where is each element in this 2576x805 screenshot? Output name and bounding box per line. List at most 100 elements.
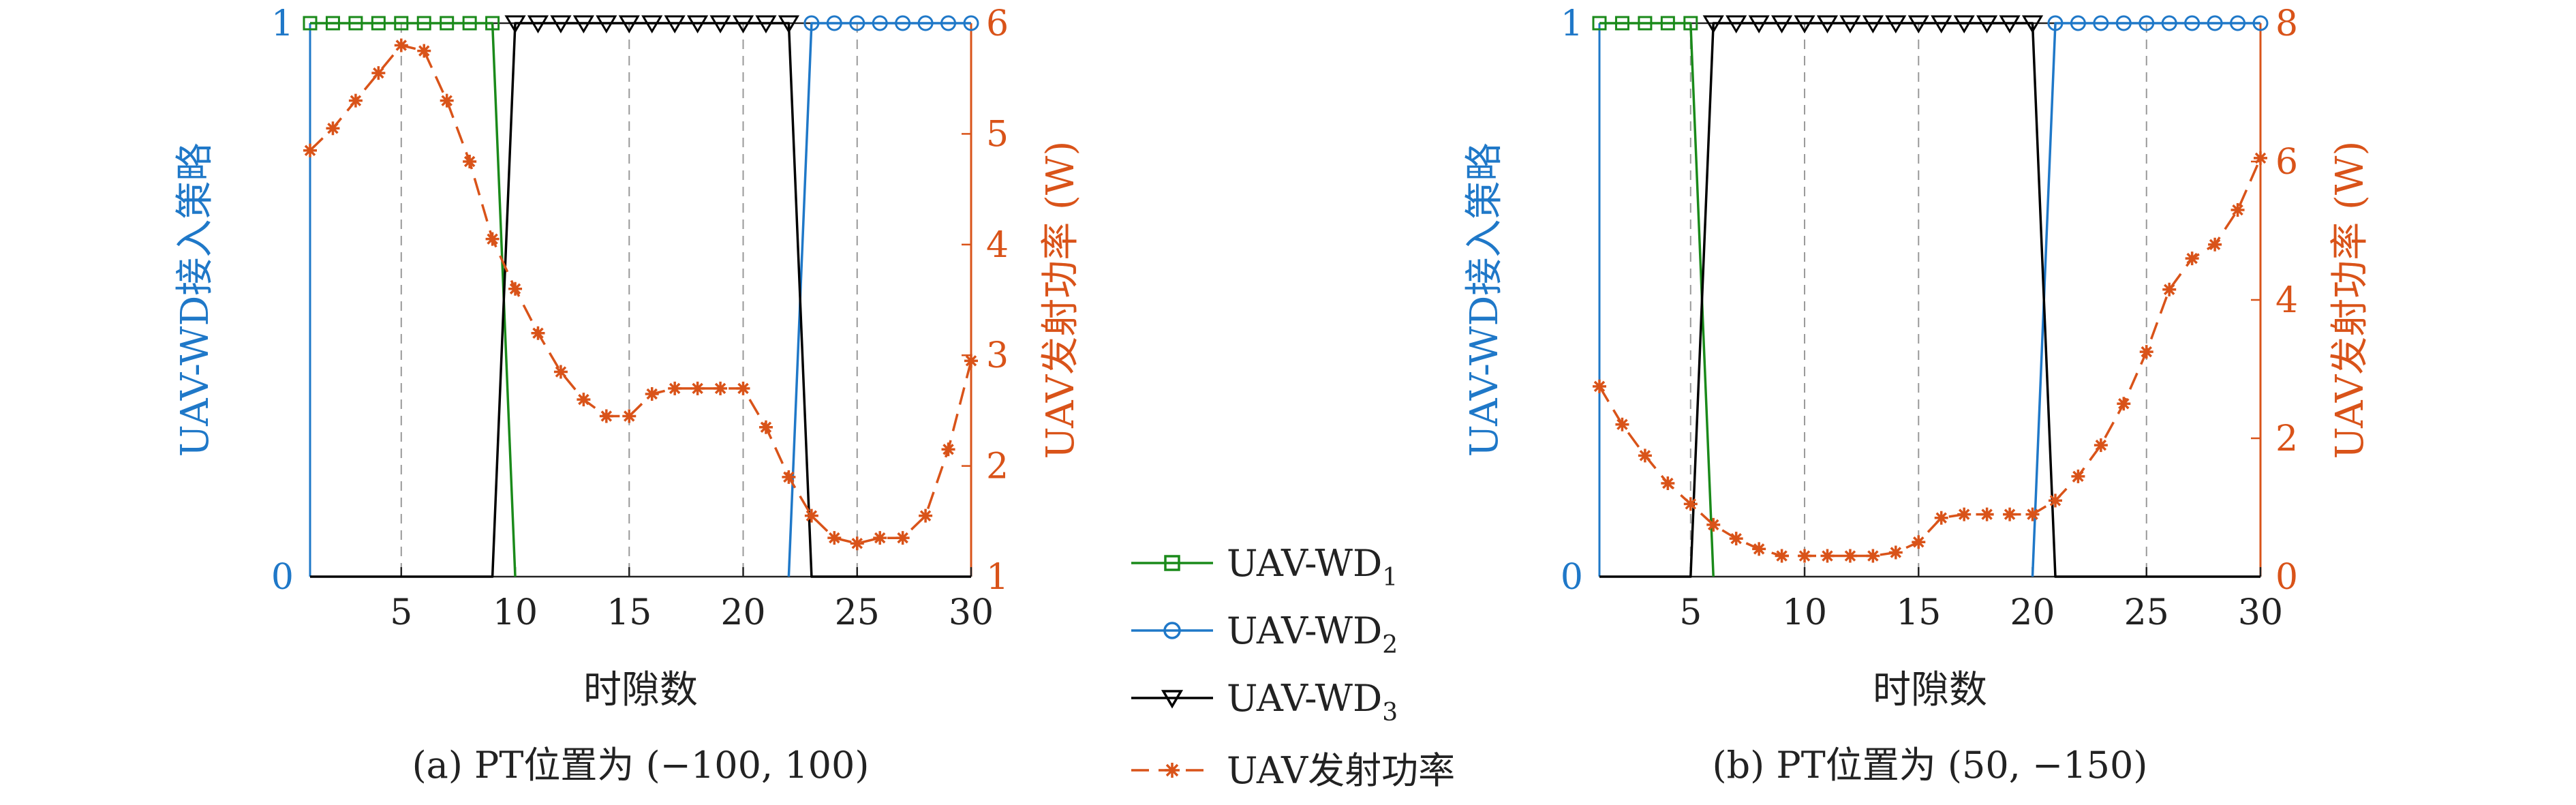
- data-point: [850, 536, 864, 551]
- y-right-tick-label: 4: [2275, 280, 2298, 321]
- data-point: [2162, 282, 2177, 297]
- data-point: [804, 508, 818, 523]
- y-left-tick-label: 0: [1561, 557, 1583, 598]
- series-2: [2031, 15, 2269, 577]
- x-tick-label: 5: [1679, 592, 1702, 633]
- y-right-tick-label: 6: [2275, 142, 2298, 183]
- x-axis-label: 时隙数: [583, 668, 698, 712]
- legend-item-wd3: UAV-WD3: [1131, 677, 1398, 727]
- data-point: [2139, 345, 2153, 359]
- data-point: [1839, 15, 1861, 33]
- data-point: [1885, 15, 1907, 33]
- data-point: [803, 15, 820, 31]
- data-point: [645, 387, 659, 401]
- y-left-tick-label: 1: [271, 3, 294, 44]
- panel-a: 5 10 15 20 25 30 0 1 1 2 3 4 5 6 时隙数 UAV-WD接入策略 UAV发射功率 …: [173, 3, 1083, 787]
- data-point: [1752, 542, 1766, 556]
- data-point: [686, 15, 709, 33]
- data-point: [2070, 15, 2086, 31]
- data-point: [1888, 545, 1903, 560]
- data-point: [1816, 15, 1839, 33]
- data-point: [664, 15, 686, 33]
- data-point: [2185, 252, 2199, 266]
- data-point: [550, 15, 572, 33]
- data-point: [782, 470, 796, 484]
- data-point: [1976, 15, 1998, 33]
- y-right-tick-label: 2: [986, 446, 1009, 487]
- series-line: [1599, 22, 2260, 578]
- data-point: [485, 232, 500, 246]
- x-tick-label: 10: [493, 592, 538, 633]
- data-point: [1775, 549, 1789, 563]
- data-point: [440, 16, 455, 31]
- data-point: [2230, 15, 2246, 31]
- data-point: [963, 15, 979, 31]
- panel-caption: (b) PT位置为 (50, −150): [1713, 744, 2148, 787]
- data-point: [872, 15, 888, 31]
- data-point: [1683, 497, 1698, 511]
- data-point: [1862, 15, 1884, 33]
- data-point: [417, 44, 431, 58]
- series-4: [1593, 151, 2267, 563]
- data-point: [827, 531, 842, 545]
- panel-caption: (a) PT位置为 (−100, 100): [412, 744, 870, 787]
- data-point: [325, 16, 340, 31]
- y-right-tick-label: 6: [986, 3, 1009, 44]
- data-point: [1820, 549, 1835, 563]
- data-point: [371, 66, 386, 80]
- data-point: [1843, 549, 1857, 563]
- x-tick-label: 15: [1896, 592, 1941, 633]
- data-point: [2207, 15, 2223, 31]
- data-point: [303, 143, 317, 157]
- y-axis-left-label: UAV-WD接入策略: [173, 143, 217, 457]
- data-point: [1794, 15, 1815, 33]
- legend-label-wd2: UAV-WD2: [1227, 609, 1398, 659]
- data-point: [599, 409, 613, 423]
- data-point: [572, 15, 595, 33]
- data-point: [303, 16, 318, 31]
- series-line: [310, 22, 517, 577]
- data-point: [873, 531, 887, 545]
- data-point: [531, 326, 545, 340]
- data-point: [1638, 449, 1652, 463]
- data-point: [2254, 151, 2267, 165]
- y-right-tick-label: 8: [2275, 3, 2298, 44]
- data-point: [2117, 397, 2131, 411]
- data-point: [1866, 549, 1880, 563]
- data-point: [2184, 15, 2201, 31]
- data-point: [849, 15, 865, 31]
- data-point: [462, 16, 477, 31]
- x-tick-label: 25: [835, 592, 880, 633]
- x-tick-label: 25: [2124, 592, 2169, 633]
- data-point: [2138, 15, 2155, 31]
- data-point: [440, 93, 454, 108]
- y-right-tick-label: 0: [2275, 557, 2298, 598]
- y-right-tick-label: 2: [2275, 419, 2298, 459]
- data-point: [778, 15, 800, 33]
- series-line: [310, 22, 971, 578]
- data-point: [714, 381, 728, 395]
- data-point: [1592, 16, 1607, 31]
- data-point: [348, 93, 363, 108]
- data-point: [1660, 16, 1675, 31]
- data-point: [2208, 237, 2222, 252]
- data-point: [1953, 15, 1975, 33]
- legend-item-power: UAV发射功率: [1131, 749, 1455, 792]
- series-line: [309, 44, 972, 545]
- data-point: [736, 381, 750, 395]
- data-point: [1729, 532, 1743, 546]
- series-2: [787, 15, 979, 577]
- data-point: [2021, 15, 2044, 33]
- legend-label-wd3: UAV-WD3: [1227, 677, 1398, 727]
- data-point: [641, 15, 663, 33]
- data-point: [2047, 15, 2064, 31]
- y-right-tick-label: 5: [986, 114, 1009, 155]
- legend: UAV-WD1 UAV-WD2 UAV-WD3 UAV发射功率: [1131, 542, 1455, 792]
- data-point: [690, 381, 705, 395]
- data-point: [2115, 15, 2132, 31]
- data-point: [1931, 15, 1952, 33]
- data-point: [895, 531, 910, 545]
- legend-label-wd1: UAV-WD1: [1227, 542, 1398, 592]
